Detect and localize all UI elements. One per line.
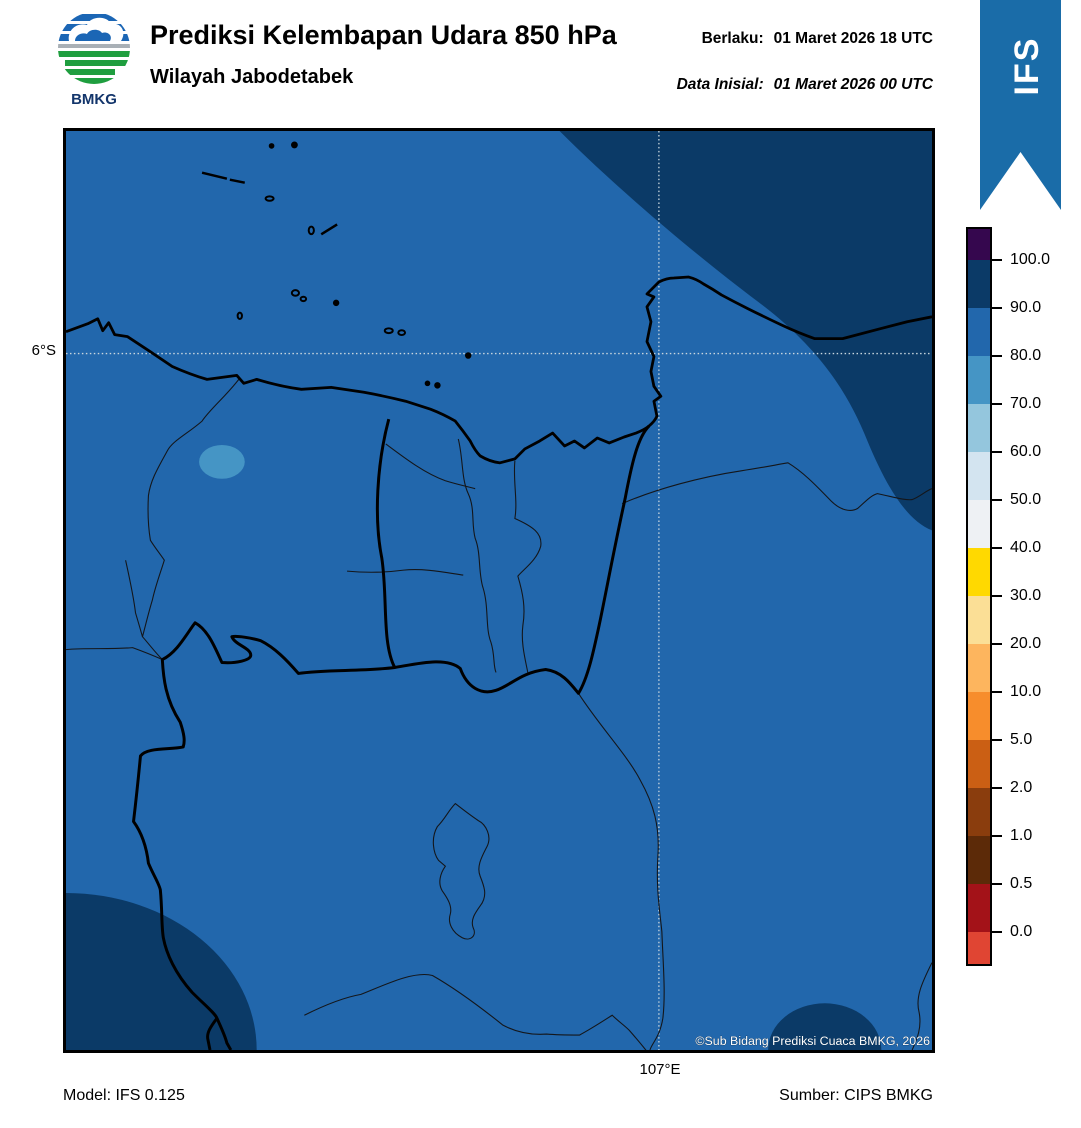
colorbar-tick-label: 50.0 bbox=[1010, 491, 1042, 508]
forecast-map: ©Sub Bidang Prediksi Cuaca BMKG, 2026 bbox=[66, 131, 932, 1050]
colorbar-segment bbox=[968, 356, 990, 404]
initial-time-label: Data Inisial: bbox=[676, 76, 764, 93]
colorbar-tick bbox=[992, 643, 1002, 645]
colorbar-segment bbox=[968, 404, 990, 452]
colorbar-segment bbox=[968, 548, 990, 596]
valid-time-label: Berlaku: bbox=[701, 30, 764, 47]
logo-stripes bbox=[58, 14, 130, 84]
colorbar-tick-label: 80.0 bbox=[1010, 347, 1042, 364]
colorbar-tick-label: 2.0 bbox=[1010, 779, 1033, 796]
map-frame: ©Sub Bidang Prediksi Cuaca BMKG, 2026 bbox=[63, 128, 935, 1053]
logo-text: BMKG bbox=[71, 91, 117, 108]
colorbar-segments bbox=[966, 227, 992, 966]
colorbar-tick bbox=[992, 307, 1002, 309]
ifs-ribbon: IFS bbox=[980, 0, 1061, 210]
colorbar-tick-label: 1.0 bbox=[1010, 827, 1033, 844]
page-title: Prediksi Kelembapan Udara 850 hPa bbox=[150, 20, 617, 50]
colorbar-segment bbox=[968, 788, 990, 836]
colorbar-tick bbox=[992, 595, 1002, 597]
colorbar-tick-label: 20.0 bbox=[1010, 635, 1042, 652]
initial-time-value: 01 Maret 2026 00 UTC bbox=[773, 76, 933, 93]
colorbar-tick bbox=[992, 355, 1002, 357]
colorbar-segment bbox=[968, 884, 990, 932]
lon-axis-label: 107°E bbox=[639, 1061, 681, 1078]
colorbar-tick bbox=[992, 739, 1002, 741]
ribbon-shape bbox=[980, 0, 1061, 210]
islands bbox=[201, 141, 472, 389]
colorbar-tick-label: 60.0 bbox=[1010, 443, 1042, 460]
colorbar-segment bbox=[968, 644, 990, 692]
initial-time: Data Inisial: 01 Maret 2026 00 UTC bbox=[677, 76, 933, 94]
map-copyright: ©Sub Bidang Prediksi Cuaca BMKG, 2026 bbox=[695, 1034, 930, 1048]
bmkg-logo-icon: BMKG bbox=[57, 11, 131, 108]
colorbar-tick-label: 30.0 bbox=[1010, 587, 1042, 604]
colorbar-tick-label: 70.0 bbox=[1010, 395, 1042, 412]
footer-source: Sumber: CIPS BMKG bbox=[779, 1087, 933, 1104]
colorbar-tick-label: 5.0 bbox=[1010, 731, 1033, 748]
colorbar-tick bbox=[992, 499, 1002, 501]
coastline bbox=[66, 275, 932, 465]
colorbar-segment bbox=[968, 836, 990, 884]
colorbar-tick-label: 0.0 bbox=[1010, 923, 1033, 940]
lat-axis-label: 6°S bbox=[31, 342, 56, 359]
colorbar-segment bbox=[968, 229, 990, 260]
valid-time-value: 01 Maret 2026 18 UTC bbox=[773, 30, 933, 47]
colorbar-segment bbox=[968, 932, 990, 964]
colorbar-tick bbox=[992, 451, 1002, 453]
colorbar-segment bbox=[968, 692, 990, 740]
page-subtitle: Wilayah Jabodetabek bbox=[150, 66, 354, 88]
colorbar-tick-label: 90.0 bbox=[1010, 299, 1042, 316]
colorbar-tick bbox=[992, 883, 1002, 885]
district-boundaries bbox=[66, 379, 932, 1050]
province-boundaries bbox=[132, 418, 651, 1050]
colorbar: 100.0 90.0 80.0 70.0 60.0 50.0 40.0 30.0 20.0 10.… bbox=[966, 227, 1081, 968]
colorbar-tick-label: 40.0 bbox=[1010, 539, 1042, 556]
colorbar-tick bbox=[992, 835, 1002, 837]
colorbar-tick bbox=[992, 259, 1002, 261]
humidity-region-low-spot bbox=[199, 444, 245, 479]
footer-model: Model: IFS 0.125 bbox=[63, 1087, 185, 1104]
humidity-region-high-northeast bbox=[559, 131, 932, 531]
colorbar-tick bbox=[992, 691, 1002, 693]
humidity-region-high-southeast bbox=[768, 1003, 882, 1050]
colorbar-tick bbox=[992, 403, 1002, 405]
colorbar-tick bbox=[992, 931, 1002, 933]
colorbar-tick-label: 10.0 bbox=[1010, 683, 1042, 700]
colorbar-segment bbox=[968, 500, 990, 548]
valid-time: Berlaku: 01 Maret 2026 18 UTC bbox=[702, 30, 933, 48]
colorbar-segment bbox=[968, 596, 990, 644]
colorbar-segment bbox=[968, 308, 990, 356]
colorbar-segment bbox=[968, 740, 990, 788]
colorbar-segment bbox=[968, 452, 990, 500]
colorbar-tick bbox=[992, 787, 1002, 789]
colorbar-segment bbox=[968, 260, 990, 308]
colorbar-tick-label: 100.0 bbox=[1010, 251, 1051, 268]
colorbar-tick bbox=[992, 547, 1002, 549]
colorbar-tick-label: 0.5 bbox=[1010, 875, 1033, 892]
ribbon-label: IFS bbox=[1008, 37, 1046, 96]
